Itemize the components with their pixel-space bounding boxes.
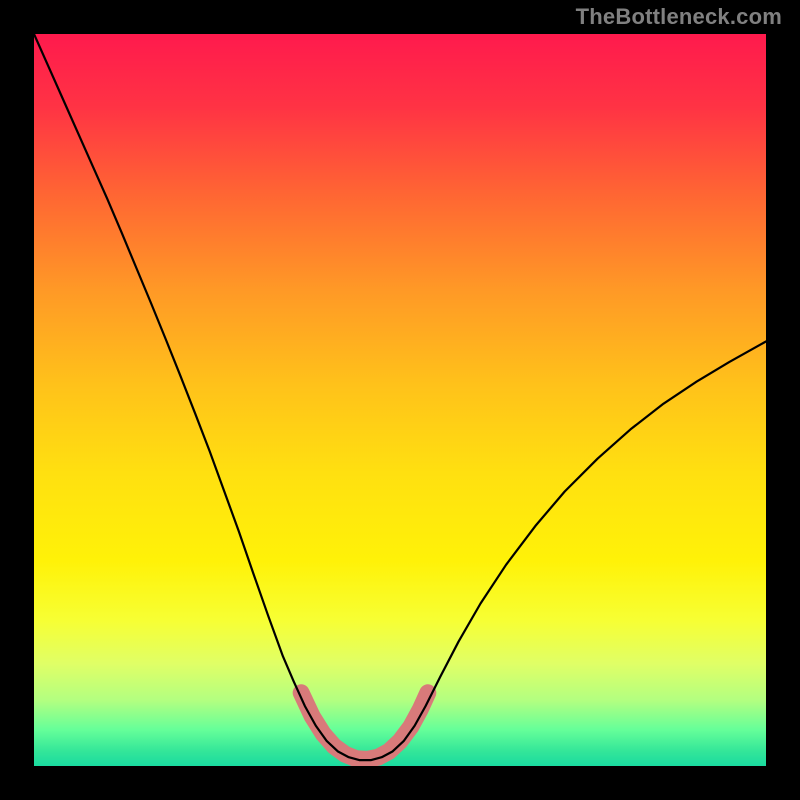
chart-frame: TheBottleneck.com (0, 0, 800, 800)
highlight-segment (301, 693, 428, 760)
curve-layer (34, 34, 766, 766)
bottleneck-curve (34, 34, 766, 760)
watermark-text: TheBottleneck.com (576, 4, 782, 30)
plot-area (34, 34, 766, 766)
